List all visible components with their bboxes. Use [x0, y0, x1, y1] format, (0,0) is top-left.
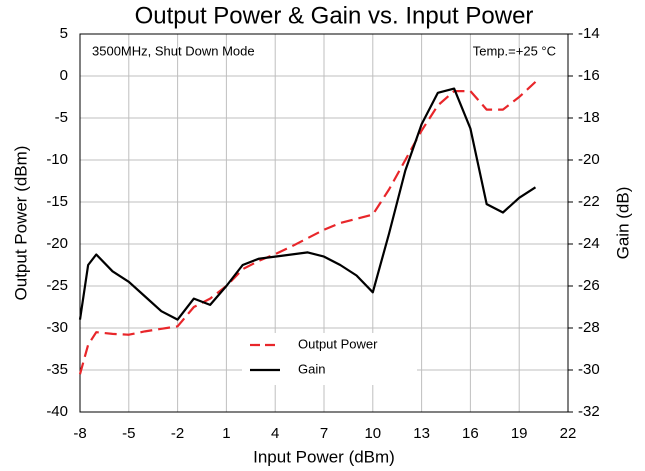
plot-frame [79, 33, 569, 413]
x-tick-label: 16 [462, 425, 479, 442]
x-tick-label: 19 [511, 425, 528, 442]
x-tick-label: 13 [413, 425, 430, 442]
y2-tick-label: -16 [578, 67, 600, 84]
y-tick-label: -5 [55, 109, 68, 126]
y-tick-label: -10 [46, 151, 68, 168]
x-tick-label: 10 [364, 425, 381, 442]
y2-tick-label: -24 [578, 235, 600, 252]
y2-tick-label: -32 [578, 403, 600, 420]
x-tick-label: -2 [171, 425, 184, 442]
legend-label: Output Power [298, 336, 378, 351]
x-tick-label: -5 [122, 425, 135, 442]
y-tick-label: 5 [60, 25, 68, 42]
series-line [78, 87, 537, 321]
x-tick-label: 7 [320, 425, 328, 442]
x-tick-label: 4 [271, 425, 279, 442]
x-tick-label: 22 [560, 425, 577, 442]
annotation: Temp.=+25 °C [473, 43, 556, 58]
x-axis-label: Input Power (dBm) [253, 447, 395, 466]
y-tick-label: 0 [60, 67, 68, 84]
y2-tick-label: -22 [578, 193, 600, 210]
annotation: 3500MHz, Shut Down Mode [92, 43, 255, 58]
y-tick-label: -20 [46, 235, 68, 252]
y-tick-label: -30 [46, 319, 68, 336]
y-tick-label: -40 [46, 403, 68, 420]
chart-title: Output Power & Gain vs. Input Power [135, 2, 534, 29]
legend-box [242, 333, 417, 385]
y2-axis-label: Gain (dB) [613, 187, 632, 260]
legend-label: Gain [298, 361, 325, 376]
y2-tick-label: -26 [578, 277, 600, 294]
y-tick-label: -35 [46, 361, 68, 378]
series-line [78, 81, 537, 375]
y2-tick-label: -28 [578, 319, 600, 336]
y2-tick-label: -20 [578, 151, 600, 168]
y-tick-label: -25 [46, 277, 68, 294]
y2-tick-label: -30 [578, 361, 600, 378]
y-tick-label: -15 [46, 193, 68, 210]
y-axis-label: Output Power (dBm) [11, 146, 30, 301]
x-tick-label: -8 [73, 425, 86, 442]
y2-tick-label: -18 [578, 109, 600, 126]
x-tick-label: 1 [222, 425, 230, 442]
y2-tick-label: -14 [578, 25, 600, 42]
